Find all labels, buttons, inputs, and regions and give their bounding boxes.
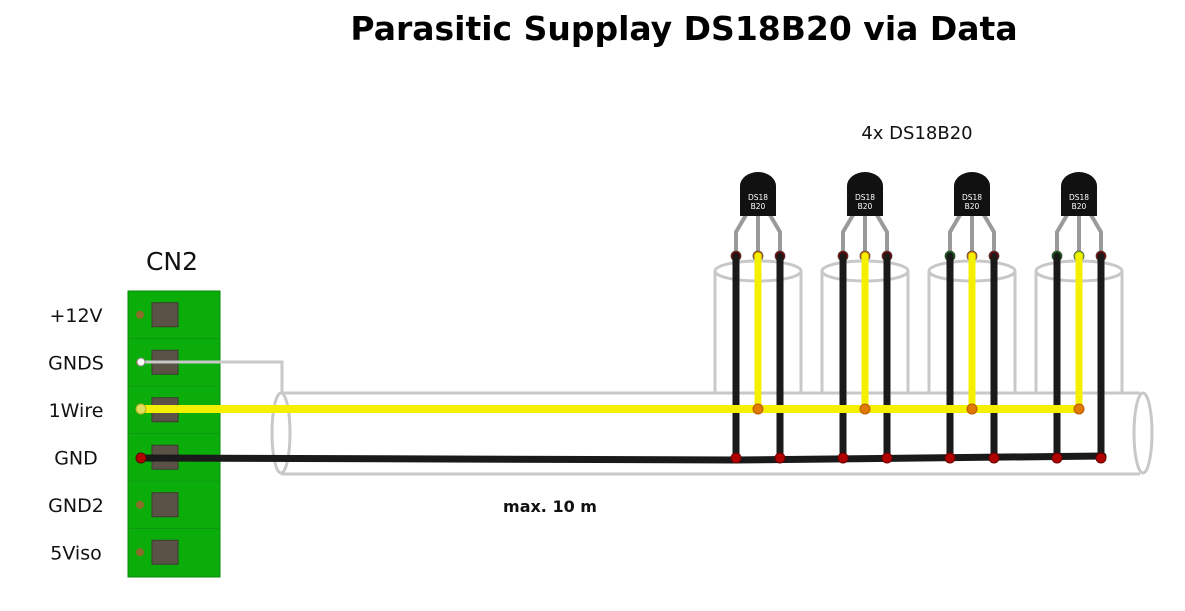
sensor-leg xyxy=(1055,213,1069,254)
sensor-body xyxy=(1061,172,1097,216)
sensor-body xyxy=(847,172,883,216)
shield-drain-gnds xyxy=(140,360,284,393)
connector-name: CN2 xyxy=(146,247,198,276)
pin-label: +12V xyxy=(49,305,102,327)
sensor-cable-sleeve xyxy=(1034,271,1124,393)
terminal-hole xyxy=(136,548,144,557)
pin-label: GND2 xyxy=(48,495,104,517)
sensor-chip-label: DS18 xyxy=(748,193,768,202)
terminal-block-cn2: CN2 +12V GNDS 1Wire GND GND2 5Viso xyxy=(48,247,221,578)
sensor-chip-label: DS18 xyxy=(1069,193,1089,202)
terminal-wire-end xyxy=(135,403,147,415)
gnd-junction-dot xyxy=(837,452,849,464)
ds18b20-sensor: DS18B20 xyxy=(1051,172,1107,262)
sensor-body xyxy=(740,172,776,216)
ds18b20-sensor: DS18B20 xyxy=(730,172,786,262)
pin-label: GND xyxy=(54,447,98,469)
pin-label: 1Wire xyxy=(49,400,104,422)
sensor-cable-sleeve xyxy=(820,271,910,393)
sensor-chip-label: DS18 xyxy=(855,193,875,202)
sensor-leg xyxy=(768,213,782,254)
terminal-wire-end xyxy=(136,357,146,367)
ds18b20-sensor: DS18B20 xyxy=(837,172,893,262)
sensor-chip-label: B20 xyxy=(965,202,980,211)
gnd-wire-main xyxy=(137,452,1107,464)
data-junction-dot xyxy=(1073,403,1085,415)
ds18b20-sensor: DS18B20 xyxy=(944,172,1000,262)
gnd-junction-dot xyxy=(988,452,1000,464)
sensor-cable-sleeve xyxy=(927,271,1017,393)
sensor-chip-label: DS18 xyxy=(962,193,982,202)
terminal-hole xyxy=(136,500,144,509)
sensor-leg xyxy=(1089,213,1103,254)
sensor-leg xyxy=(948,213,962,254)
wires xyxy=(135,252,1107,464)
sensor-leg xyxy=(875,213,889,254)
cable-shield xyxy=(140,259,1154,476)
sensor-chip-label: B20 xyxy=(751,202,766,211)
gnd-junction-dot xyxy=(944,452,956,464)
gnd-junction-dot xyxy=(1051,452,1063,464)
gnd-junction-dot xyxy=(881,452,893,464)
cable-length-label: max. 10 m xyxy=(503,497,597,516)
sensor-chip-label: B20 xyxy=(1072,202,1087,211)
sensor-body xyxy=(954,172,990,216)
gnd-junction-dot xyxy=(730,452,742,464)
sensor-leg xyxy=(841,213,855,254)
terminal-screw xyxy=(151,539,179,565)
data-junction-dot xyxy=(752,403,764,415)
sensor-chip-label: B20 xyxy=(858,202,873,211)
data-junction-dot xyxy=(859,403,871,415)
terminal-screw xyxy=(151,492,179,518)
terminal-wire-end xyxy=(135,452,147,464)
terminal-hole xyxy=(136,310,144,319)
sensor-leg xyxy=(734,213,748,254)
cable-end-right xyxy=(1132,391,1154,475)
gnd-junction-dot xyxy=(1095,452,1107,464)
gnd-junction-dot xyxy=(774,452,786,464)
sensor-count-label: 4x DS18B20 xyxy=(861,123,972,144)
sensor-leg xyxy=(982,213,996,254)
pin-label: 5Viso xyxy=(50,542,101,564)
data-junction-dot xyxy=(966,403,978,415)
diagram-title: Parasitic Supplay DS18B20 via Data xyxy=(350,9,1017,48)
terminal-screw xyxy=(151,302,179,328)
pin-label: GNDS xyxy=(48,352,104,374)
sensor-cable-sleeve xyxy=(713,271,803,393)
